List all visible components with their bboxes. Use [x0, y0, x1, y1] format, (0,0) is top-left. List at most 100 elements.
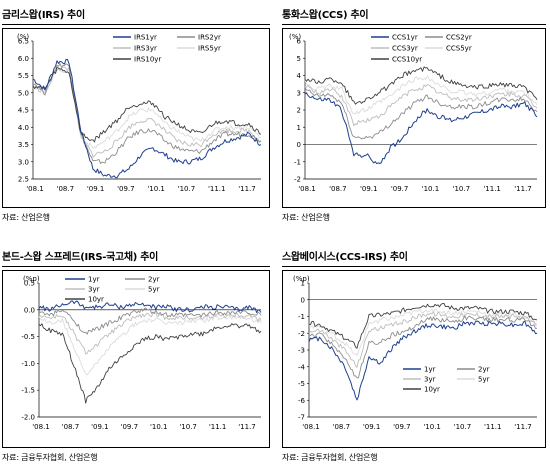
x-tick-label: '11.1: [483, 185, 501, 193]
series-line-3yr: [38, 312, 262, 355]
legend-label-irs5yr: IRS5yr: [198, 45, 221, 53]
y-tick-label: -4: [298, 363, 306, 371]
y-axis-unit-label: (%p): [293, 275, 310, 283]
irs-source: 자료: 산업은행: [2, 213, 50, 222]
y-tick-label: 2: [297, 107, 301, 115]
spread-chart: (%p) -2.0 -1.5 -1.0 -0.5 0.0 0.5 '08.1 '08.7 '09.…: [21, 275, 262, 431]
y-tick-label: 5: [297, 55, 301, 63]
y-tick-label: -6: [298, 397, 306, 405]
basis-panel: 스왑베이시스(CCS-IRS) 추이 (%p) -7 -6 -5 -4 -3 -2 -1 0 1 '…: [282, 248, 546, 462]
series-line-irs5yr: [32, 65, 261, 149]
series-line-ccs2yr: [304, 87, 538, 140]
legend-label-ccs3yr: CCS3yr: [392, 45, 418, 53]
series-line-10yr: [308, 303, 538, 349]
series-line-5yr: [38, 314, 262, 376]
series-line-irs2yr: [32, 63, 262, 164]
y-axis-unit-label: (%): [17, 33, 29, 41]
legend-label-10yr: 10yr: [424, 386, 440, 394]
x-tick-label: '11.7: [238, 185, 256, 193]
spread-source: 자료: 금융투자협회, 산업은행: [2, 453, 98, 462]
legend-label-ccs10yr: CCS10yr: [392, 56, 422, 64]
legend-label-irs10yr: IRS10yr: [134, 56, 161, 64]
series-line-10yr: [38, 323, 262, 404]
x-tick-label: '10.1: [150, 423, 168, 431]
x-tick-label: '08.1: [298, 185, 316, 193]
x-tick-label: '09.7: [121, 423, 139, 431]
y-tick-label: -2.0: [21, 414, 35, 422]
x-tick-label: '10.7: [179, 423, 197, 431]
y-tick-label: -5: [298, 380, 305, 388]
x-tick-label: '11.7: [514, 185, 532, 193]
legend-label-5yr: 5yr: [148, 286, 160, 294]
y-tick-label: -3: [298, 347, 305, 355]
x-tick-label: '11.1: [484, 423, 502, 431]
series-line-ccs1yr: [304, 92, 538, 165]
series-line-irs1yr: [32, 58, 262, 179]
legend-label-3yr: 3yr: [88, 286, 100, 294]
y-tick-label: -7: [298, 414, 305, 422]
ccs-panel: 통화스왑(CCS) 추이 (%) -2 -1 0 1 2 3 4 5 6 '08.1 '08.7 '09…: [282, 6, 546, 228]
x-tick-label: '09.7: [391, 185, 409, 193]
x-tick-label: '10.1: [147, 185, 165, 193]
y-tick-label: 0: [297, 141, 301, 149]
irs-panel: 금리스왑(IRS) 추이 (%) 2.5 3.0 3.5 4.0 4.5 5.0 5.5 6.0…: [2, 6, 270, 228]
y-tick-label: 4: [297, 72, 302, 80]
legend-label-2yr: 2yr: [148, 276, 160, 284]
spread-title: 본드-스왑 스프레드(IRS-국고채) 추이: [2, 252, 159, 263]
spread-panel: 본드-스왑 스프레드(IRS-국고채) 추이 (%p) -2.0 -1.5 -1.0 -…: [2, 248, 270, 462]
x-tick-label: '08.7: [57, 185, 75, 193]
y-tick-label: 5.5: [18, 72, 29, 80]
y-tick-label: 3.5: [18, 141, 29, 149]
x-tick-label: '09.7: [393, 423, 411, 431]
x-tick-label: '09.1: [91, 423, 109, 431]
y-tick-label: -2: [294, 176, 301, 184]
series-line-ccs5yr: [304, 75, 538, 115]
series-line-2yr: [38, 307, 262, 335]
irs-title: 금리스왑(IRS) 추이: [2, 10, 85, 21]
y-tick-label: 3.0: [18, 158, 29, 166]
basis-title-rule: [282, 266, 546, 267]
x-tick-label: '11.7: [514, 423, 532, 431]
y-axis-unit-label: (%): [289, 33, 301, 41]
ccs-source: 자료: 산업은행: [282, 213, 330, 222]
legend-label-ccs2yr: CCS2yr: [446, 34, 472, 42]
basis-title: 스왑베이시스(CCS-IRS) 추이: [282, 252, 408, 263]
legend-label-1yr: 1yr: [88, 276, 100, 284]
y-tick-label: 4.5: [18, 107, 29, 115]
x-tick-label: '10.1: [422, 185, 440, 193]
series-line-3yr: [308, 311, 538, 368]
y-tick-label: -2: [298, 330, 305, 338]
y-tick-label: -1.5: [21, 387, 35, 395]
y-tick-label: 1: [297, 124, 301, 132]
y-tick-label: 5.0: [18, 89, 29, 97]
x-tick-label: '09.7: [117, 185, 135, 193]
x-tick-label: '10.7: [454, 423, 472, 431]
legend-label-irs2yr: IRS2yr: [198, 34, 221, 42]
legend-label-10yr: 10yr: [88, 296, 104, 304]
y-tick-label: 1: [301, 280, 305, 288]
x-tick-label: '11.7: [238, 423, 256, 431]
legend-label-ccs5yr: CCS5yr: [446, 45, 472, 53]
legend-label-ccs1yr: CCS1yr: [392, 34, 418, 42]
y-tick-label: 6: [297, 38, 302, 46]
x-tick-label: '10.7: [453, 185, 471, 193]
spread-title-rule: [2, 266, 270, 267]
x-tick-label: '08.1: [26, 185, 44, 193]
x-tick-label: '09.1: [363, 423, 381, 431]
y-tick-label: 0.0: [24, 306, 35, 314]
series-line-ccs3yr: [304, 84, 538, 127]
legend-label-irs3yr: IRS3yr: [134, 45, 157, 53]
series-line-ccs10yr: [304, 66, 538, 105]
series-line-1yr: [38, 300, 262, 313]
legend-label-1yr: 1yr: [424, 366, 436, 374]
x-tick-label: '09.1: [360, 185, 378, 193]
y-tick-label: -1: [294, 158, 301, 166]
x-tick-label: '11.1: [209, 423, 227, 431]
y-tick-label: 4.0: [18, 124, 29, 132]
ccs-chart-frame: (%) -2 -1 0 1 2 3 4 5 6 '08.1 '08.7 '09.1 '09.7 '10.1 '…: [282, 28, 546, 208]
y-tick-label: 6.0: [18, 55, 29, 63]
legend-label-2yr: 2yr: [478, 366, 490, 374]
y-tick-label: 2.5: [18, 176, 29, 184]
basis-source: 자료: 금융투자협회, 산업은행: [282, 453, 378, 462]
y-tick-label: 0.5: [24, 280, 35, 288]
